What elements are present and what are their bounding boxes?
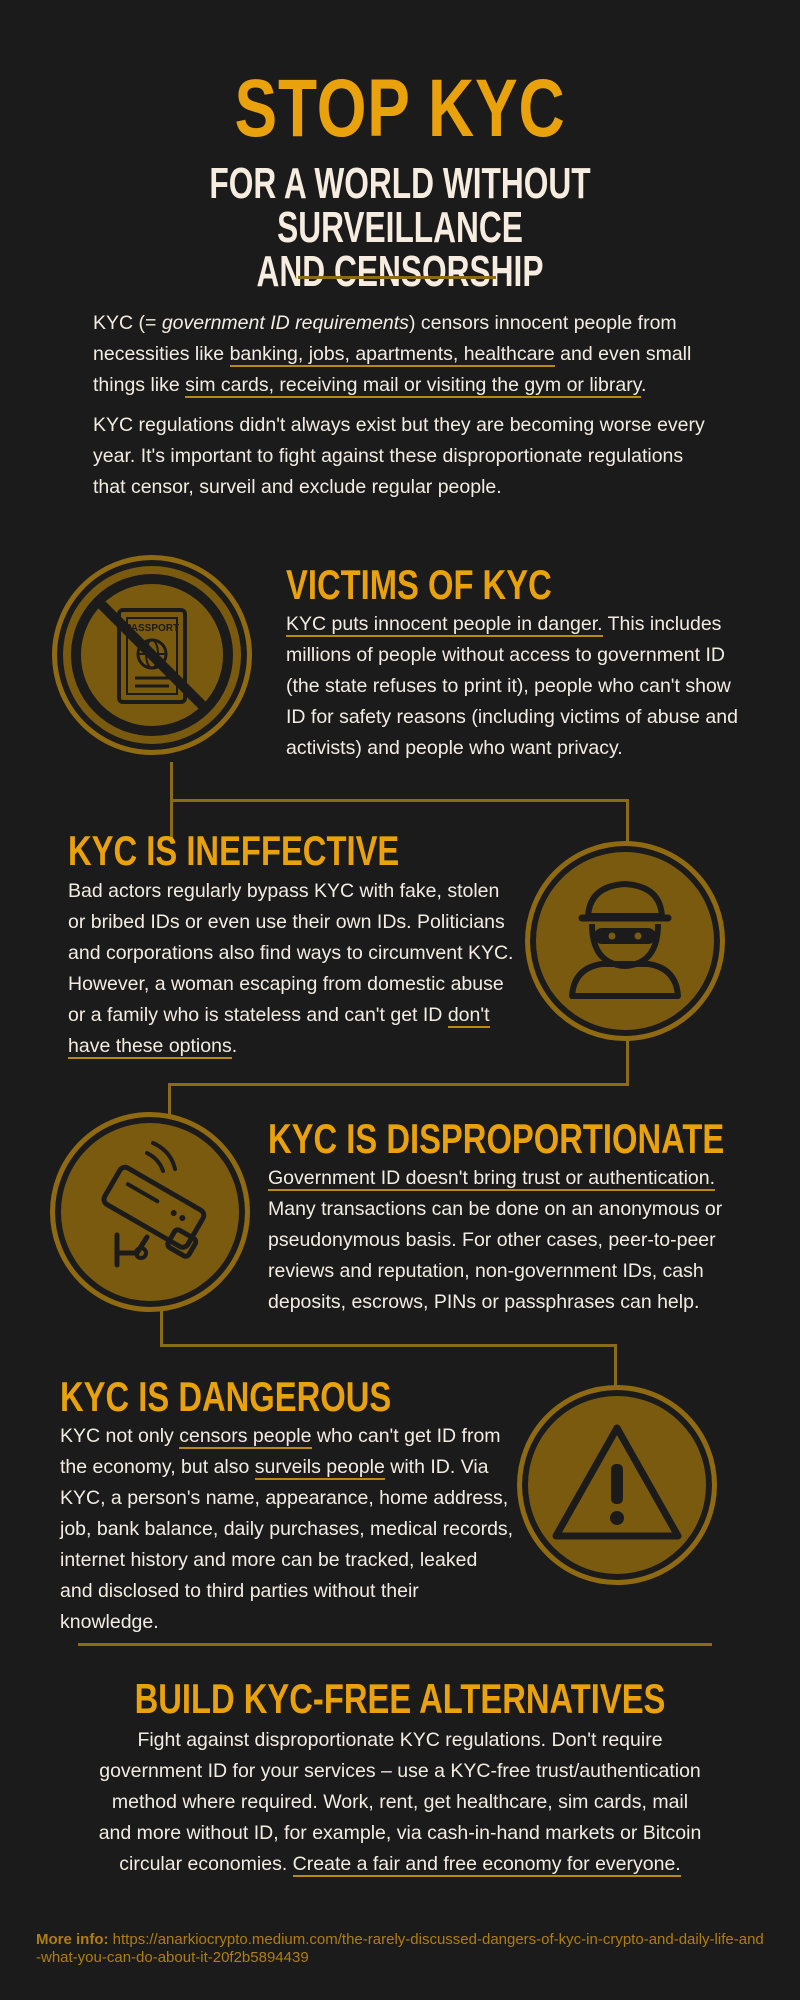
footer-label: More info:: [36, 1931, 109, 1948]
victims-circle: PASSPORT: [52, 555, 252, 755]
connector-3-across: [160, 1344, 617, 1347]
connector-2-down: [626, 1035, 629, 1085]
ineffective-body: Bad actors regularly bypass KYC with fak…: [68, 880, 514, 1059]
intro-paragraph-2: KYC regulations didn't always exist but …: [93, 414, 705, 498]
page-title: STOP KYC: [234, 63, 566, 154]
subtitle-line-2: AND CENSORSHIP: [256, 247, 544, 296]
dangerous-link-censors: censors people: [179, 1425, 312, 1449]
connector-1-rise: [626, 799, 629, 844]
page-subtitle: FOR A WORLD WITHOUT SURVEILLANCE AND CEN…: [112, 162, 688, 294]
dangerous-heading: KYC IS DANGEROUS: [60, 1373, 392, 1420]
intro-link-necessities[interactable]: banking, jobs, apartments, healthcare: [229, 343, 555, 367]
connector-2-across: [168, 1083, 629, 1086]
victims-lead: KYC puts innocent people in danger.: [286, 613, 603, 637]
header-divider: [298, 276, 496, 279]
burglar-icon: [569, 881, 681, 999]
build-heading: BUILD KYC-FREE ALTERNATIVES: [134, 1675, 666, 1722]
footer-url-link[interactable]: https://anarkiocrypto.medium.com/the-rar…: [36, 1931, 764, 1966]
connector-1-down: [170, 762, 629, 842]
ineffective-emphasis: don't have these options: [68, 1004, 490, 1059]
ineffective-heading: KYC IS INEFFECTIVE: [68, 827, 400, 874]
section-divider: [78, 1643, 712, 1646]
connector-2-rise: [168, 1083, 171, 1121]
security-camera-icon: [101, 1141, 207, 1268]
svg-text:PASSPORT: PASSPORT: [125, 623, 179, 634]
warning-icon: [552, 1424, 682, 1540]
subtitle-line-1: FOR A WORLD WITHOUT SURVEILLANCE: [209, 159, 591, 252]
ineffective-circle: [525, 841, 725, 1041]
intro-link-small-things[interactable]: sim cards, receiving mail or visiting th…: [185, 374, 641, 398]
build-body: Fight against disproportionate KYC regul…: [98, 1729, 702, 1877]
dangerous-body: KYC not only censors people who can't ge…: [60, 1425, 514, 1633]
intro-emphasis: government ID requirements: [161, 312, 409, 334]
disproportionate-body: Government ID doesn't bring trust or aut…: [268, 1167, 723, 1313]
connector-1-across: [170, 799, 626, 802]
dangerous-circle: [517, 1385, 717, 1585]
connector-3-down: [160, 1305, 163, 1347]
victims-heading: VICTIMS OF KYC: [286, 561, 552, 608]
connector-3-rise: [614, 1344, 617, 1389]
disproportionate-heading: KYC IS DISPROPORTIONATE: [268, 1115, 725, 1162]
dangerous-link-surveils: surveils people: [254, 1456, 385, 1480]
disproportionate-circle: [50, 1112, 250, 1312]
no-passport-icon: PASSPORT: [71, 574, 233, 736]
footer-more-info: More info: https://anarkiocrypto.medium.…: [36, 1931, 766, 1967]
build-link[interactable]: Create a fair and free economy for every…: [292, 1853, 681, 1877]
intro-paragraph-1: KYC (= government ID requirements) censo…: [93, 312, 692, 398]
victims-body: KYC puts innocent people in danger. This…: [286, 613, 738, 759]
disproportionate-lead: Government ID doesn't bring trust or aut…: [268, 1167, 716, 1191]
